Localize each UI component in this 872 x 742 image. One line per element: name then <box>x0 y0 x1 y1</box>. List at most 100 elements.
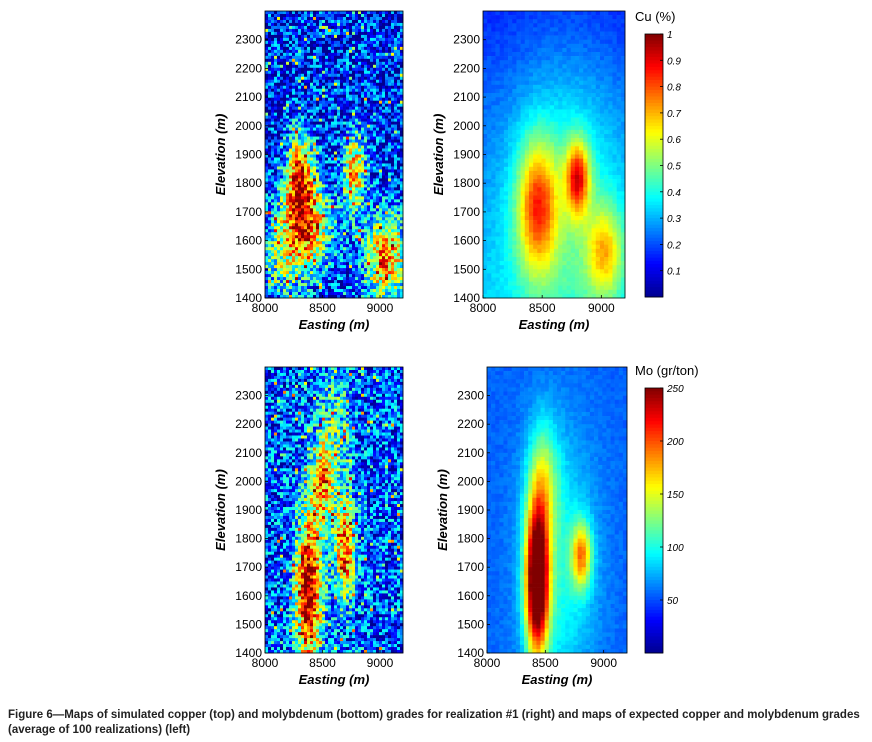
heatmap-cell <box>355 289 359 293</box>
heatmap-cell <box>301 13 305 18</box>
heatmap-cell <box>274 46 278 51</box>
heatmap-cell <box>343 235 347 239</box>
heatmap-cell <box>325 190 329 194</box>
heatmap-cell <box>346 73 350 78</box>
heatmap-cell <box>265 223 269 227</box>
heatmap-cell <box>271 283 275 287</box>
heatmap-cell <box>495 52 501 57</box>
heatmap-cell <box>307 289 311 293</box>
heatmap-cell <box>310 196 314 200</box>
heatmap-cell <box>277 163 281 167</box>
heatmap-cell <box>319 139 323 143</box>
heatmap-cell <box>316 67 320 72</box>
heatmap-cell <box>268 64 272 69</box>
heatmap-cell <box>271 16 275 21</box>
heatmap-cell <box>358 169 362 173</box>
heatmap-cell <box>280 283 284 287</box>
heatmap-cell <box>364 31 368 36</box>
x-tick-label: 8000 <box>252 301 279 315</box>
heatmap-cell <box>265 202 269 206</box>
heatmap-cell <box>491 43 496 49</box>
heatmap-cell <box>325 115 329 119</box>
heatmap-cell <box>319 262 323 266</box>
heatmap-cell <box>334 259 338 263</box>
heatmap-cell <box>343 199 347 203</box>
heatmap-cell <box>337 226 341 230</box>
heatmap-cell <box>394 79 398 84</box>
heatmap-cell <box>382 226 386 230</box>
heatmap-cell <box>391 208 395 212</box>
heatmap-cell <box>388 238 392 242</box>
heatmap-cell <box>620 47 626 53</box>
heatmap-cell <box>271 259 275 263</box>
heatmap-cell <box>289 139 293 143</box>
heatmap-cell <box>608 52 613 57</box>
heatmap-cell <box>355 283 359 287</box>
heatmap-cell <box>286 193 290 197</box>
heatmap-cell <box>358 256 362 260</box>
heatmap-cell <box>367 85 371 90</box>
heatmap-cell <box>286 169 290 173</box>
heatmap-cell <box>271 208 275 212</box>
heatmap-cell <box>391 157 395 161</box>
heatmap-cell <box>388 166 392 170</box>
heatmap-cell <box>283 271 287 275</box>
heatmap-cell <box>328 262 332 266</box>
heatmap-cell <box>325 34 329 39</box>
heatmap-cell <box>274 70 278 75</box>
heatmap-cell <box>397 49 401 54</box>
heatmap-cell <box>397 58 401 63</box>
heatmap-cell <box>376 193 380 197</box>
heatmap-cell <box>298 112 302 116</box>
heatmap-cell <box>310 115 314 119</box>
heatmap-cell <box>283 25 287 30</box>
heatmap-cell <box>328 88 332 93</box>
heatmap-cell <box>310 70 314 75</box>
heatmap-cell <box>346 202 350 206</box>
heatmap-cell <box>337 103 341 107</box>
heatmap-cell <box>373 52 377 57</box>
heatmap-cell <box>397 46 401 51</box>
heatmap-cell <box>491 27 496 32</box>
heatmap-cell <box>331 130 335 134</box>
heatmap-cell <box>280 211 284 215</box>
heatmap-cell <box>304 97 308 101</box>
heatmap-cell <box>265 163 269 167</box>
heatmap-cell <box>274 214 278 218</box>
heatmap-cell <box>277 256 281 260</box>
heatmap-cell <box>313 43 317 48</box>
heatmap-cell <box>562 60 567 65</box>
heatmap-cell <box>364 250 368 254</box>
heatmap-cell <box>298 109 302 113</box>
heatmap-cell <box>331 220 335 224</box>
heatmap-cell <box>319 118 323 122</box>
heatmap-cell <box>313 214 317 218</box>
heatmap-cell <box>283 16 287 21</box>
heatmap-cell <box>298 19 302 24</box>
heatmap-cell <box>295 121 299 125</box>
heatmap-cell <box>391 34 395 39</box>
heatmap-cell <box>334 283 338 287</box>
heatmap-cell <box>355 91 359 96</box>
heatmap-cell <box>325 256 329 260</box>
heatmap-cell <box>295 232 299 236</box>
heatmap-cell <box>512 27 517 32</box>
heatmap-cell <box>322 211 326 215</box>
heatmap-cell <box>322 124 326 128</box>
heatmap-cell <box>319 274 323 278</box>
heatmap-cell <box>524 68 530 73</box>
heatmap-cell <box>283 46 287 51</box>
heatmap-cell <box>379 22 383 27</box>
heatmap-cell <box>382 139 386 143</box>
heatmap-cell <box>301 112 305 116</box>
heatmap-cell <box>289 190 293 194</box>
heatmap-cell <box>388 85 392 90</box>
heatmap-cell <box>313 211 317 215</box>
heatmap-cell <box>334 115 338 119</box>
heatmap-cell <box>310 160 314 164</box>
heatmap-cell <box>394 295 398 299</box>
heatmap-cell <box>400 106 404 110</box>
heatmap-cell <box>337 172 341 176</box>
heatmap-cell <box>310 253 314 257</box>
heatmap-cell <box>289 169 293 173</box>
